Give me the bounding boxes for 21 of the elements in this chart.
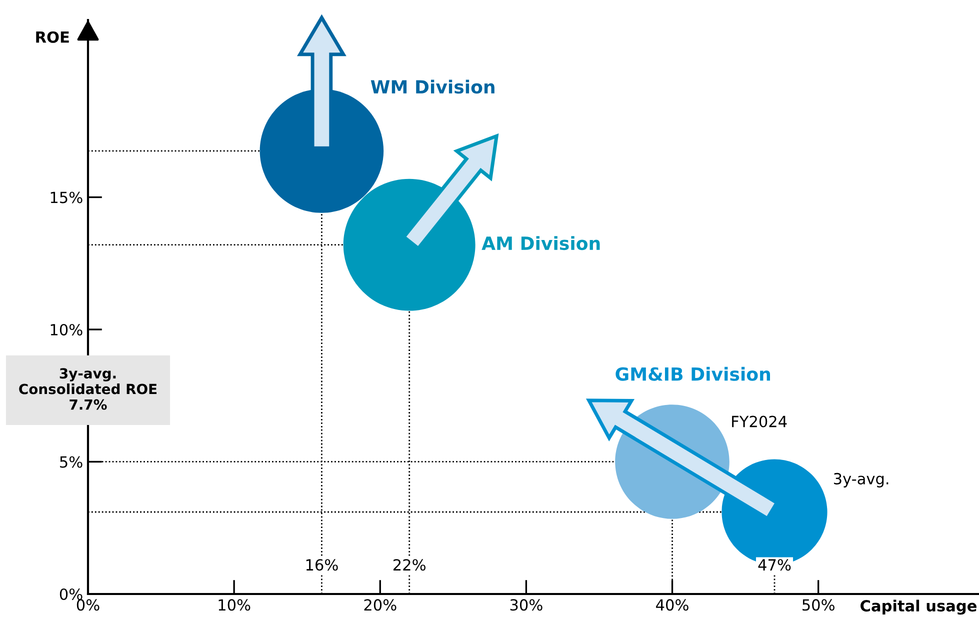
- annotation: 3y-avg.: [834, 472, 888, 488]
- annotation: 3y-avg. Consolidated ROE 7.7%: [19, 368, 157, 410]
- series-label: AM Division: [482, 236, 600, 250]
- annotation: FY2024: [732, 416, 787, 428]
- y-axis-title: ROE: [36, 31, 69, 43]
- x-tick-label: 30%: [510, 599, 542, 611]
- y-tick-label: 10%: [50, 324, 82, 336]
- ref-line-label: 47%: [758, 559, 791, 571]
- x-tick-label: 20%: [364, 599, 396, 611]
- x-tick-label: 10%: [218, 599, 250, 611]
- x-tick-label: 40%: [656, 599, 688, 611]
- y-tick-label: 15%: [50, 192, 82, 204]
- series-label: WM Division: [370, 80, 494, 94]
- x-tick-label: 0%: [76, 599, 100, 611]
- y-tick-label: 0%: [60, 588, 82, 600]
- ref-line-label: 16%: [306, 559, 338, 571]
- x-axis-title: Capital usage: [860, 600, 976, 615]
- series-label: GM&IB Division: [616, 366, 770, 381]
- x-tick-label: 50%: [802, 599, 834, 611]
- ref-line-label: 22%: [393, 559, 426, 571]
- y-tick-label: 5%: [60, 456, 82, 468]
